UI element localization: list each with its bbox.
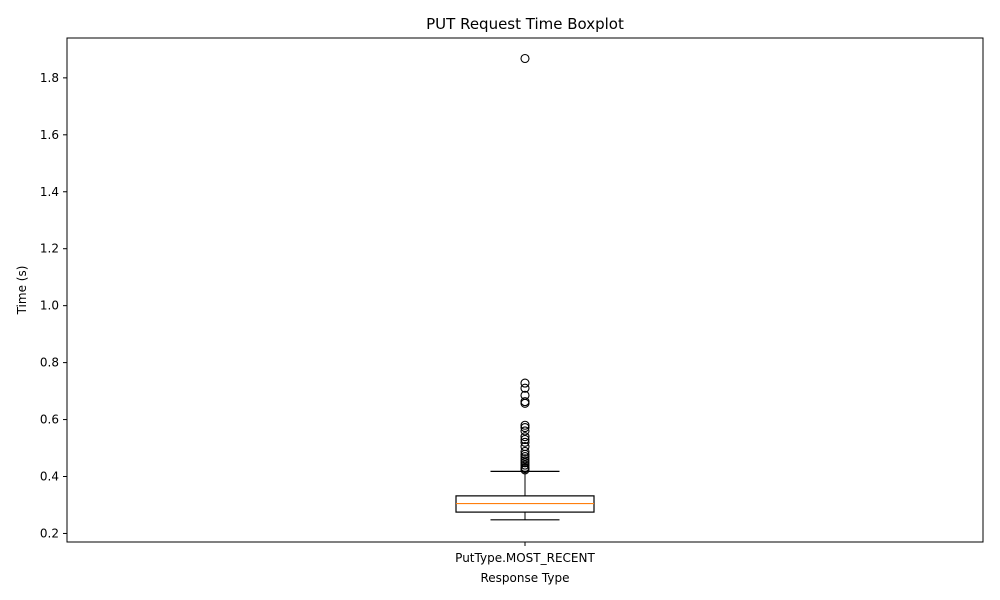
y-tick-label: 0.8 xyxy=(40,356,59,370)
outlier-point xyxy=(520,422,530,433)
outlier-point xyxy=(520,378,530,388)
y-tick-label: 1.8 xyxy=(40,71,59,85)
plot-area xyxy=(455,53,595,521)
outlier-point xyxy=(520,452,530,462)
outlier-point xyxy=(520,454,530,464)
y-tick-label: 1.6 xyxy=(40,128,59,142)
x-tick-label: PutType.MOST_RECENT xyxy=(455,551,595,565)
outlier-point xyxy=(520,53,530,64)
chart-title: PUT Request Time Boxplot xyxy=(426,15,624,33)
outlier-point xyxy=(520,420,530,430)
y-axis-label: Time (s) xyxy=(15,266,29,316)
outlier-point xyxy=(520,442,530,452)
y-tick-label: 0.6 xyxy=(40,413,59,427)
outlier-point xyxy=(520,426,530,436)
outlier-point xyxy=(520,437,530,447)
outlier-point xyxy=(520,432,530,442)
x-axis: PutType.MOST_RECENT xyxy=(455,542,595,565)
outlier-point xyxy=(520,397,530,407)
outlier-point xyxy=(520,390,530,400)
y-tick-label: 0.2 xyxy=(40,526,59,540)
y-axis: 0.2 0.4 0.6 0.8 1.0 1.2 1.4 1.6 1.8 xyxy=(40,71,67,540)
outlier-point xyxy=(520,383,530,393)
outlier-point xyxy=(520,446,530,457)
y-tick-label: 1.0 xyxy=(40,299,59,313)
y-tick-label: 1.4 xyxy=(40,185,59,199)
x-axis-label: Response Type xyxy=(480,571,569,585)
y-tick-label: 0.4 xyxy=(40,470,59,484)
y-tick-label: 1.2 xyxy=(40,242,59,256)
